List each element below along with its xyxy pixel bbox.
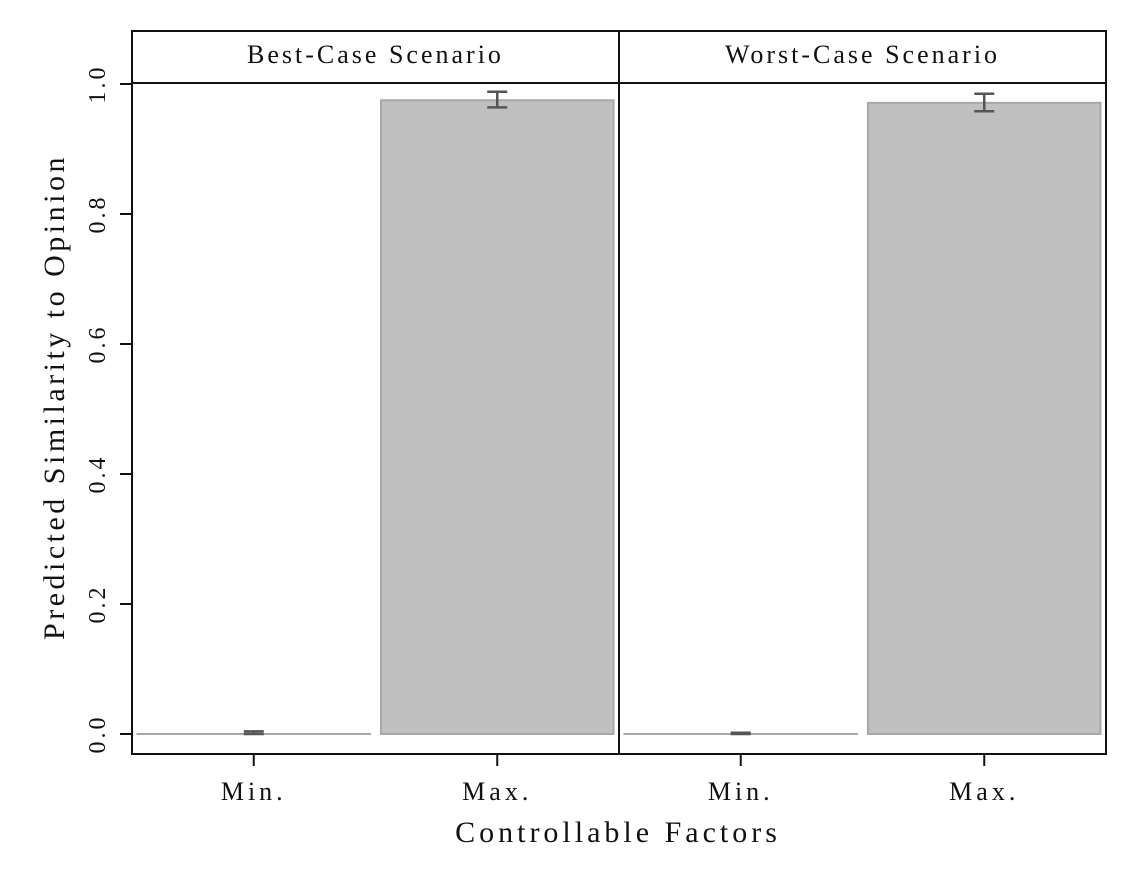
bar xyxy=(379,99,615,735)
panel-title: Best-Case Scenario xyxy=(247,40,504,69)
panel-frame xyxy=(618,30,1107,755)
error-bar xyxy=(243,730,264,736)
bar xyxy=(866,101,1102,736)
y-tick-label: 0.4 xyxy=(85,455,111,494)
x-tick-label: Max. xyxy=(462,777,532,806)
x-tick-label: Min. xyxy=(221,777,287,806)
error-bar xyxy=(730,731,751,736)
panel-title: Worst-Case Scenario xyxy=(725,40,1000,69)
y-axis-label: Predicted Similarity to Opinion xyxy=(38,154,71,640)
error-bar xyxy=(974,92,995,113)
panel-1: Best-Case Scenario xyxy=(131,30,620,755)
x-axis-label: Controllable Factors xyxy=(455,816,781,849)
x-axis: Min. Max. Min. Max. xyxy=(221,754,1019,806)
y-tick-label: 0.8 xyxy=(85,195,111,234)
panel-2: Worst-Case Scenario xyxy=(618,30,1107,755)
error-bar xyxy=(487,90,508,109)
y-tick-label: 0.0 xyxy=(85,715,111,754)
panels: Best-Case Scenario Worst-Case Scenario xyxy=(131,30,1107,755)
y-tick-label: 1.0 xyxy=(85,65,111,104)
x-tick-label: Max. xyxy=(949,777,1019,806)
y-tick-label: 0.6 xyxy=(85,325,111,364)
y-tick-label: 0.2 xyxy=(85,585,111,624)
x-tick-label: Min. xyxy=(708,777,774,806)
y-axis: 0.0 0.2 0.4 0.6 0.8 1.0 xyxy=(85,65,132,754)
